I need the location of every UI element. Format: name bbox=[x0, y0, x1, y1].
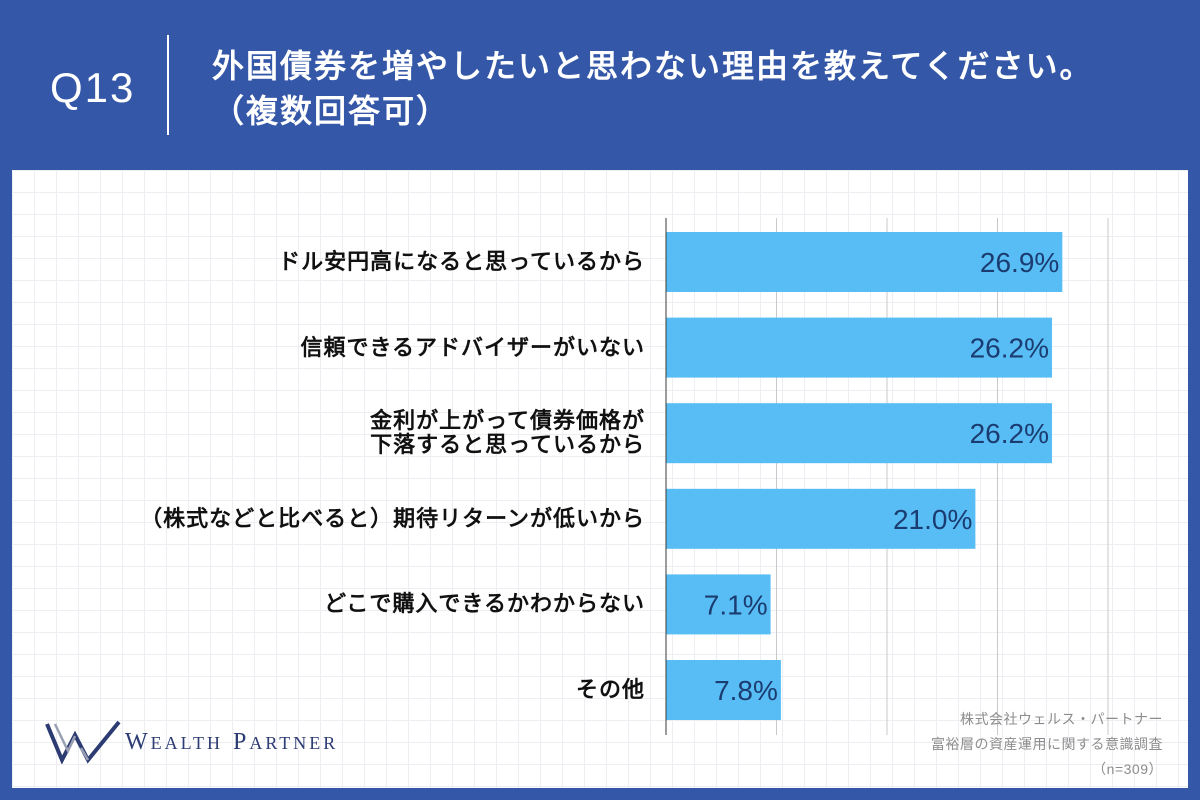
source-company: 株式会社ウェルス・パートナー bbox=[960, 711, 1163, 727]
sample-size: （n=309） bbox=[1092, 761, 1163, 777]
category-label: 金利が上がって債券価格が 下落すると思っているから bbox=[370, 408, 645, 458]
bar bbox=[666, 488, 976, 549]
bar-chart: 26.9% 26.2% 26.2% 21.0% 7.1% 7.8% bbox=[665, 218, 1109, 735]
data-label: 7.1% bbox=[704, 589, 768, 620]
source-note: 株式会社ウェルス・パートナー 富裕層の資産運用に関する意識調査 （n=309） bbox=[931, 707, 1163, 782]
data-label: 26.9% bbox=[980, 247, 1059, 278]
data-label: 21.0% bbox=[893, 504, 972, 535]
logo-wordmark: WEALTH PARTNER bbox=[125, 729, 338, 756]
logo-word: WEALTH bbox=[125, 728, 223, 755]
data-label: 7.8% bbox=[714, 675, 778, 706]
category-label: その他 bbox=[575, 677, 645, 702]
bar bbox=[666, 232, 1063, 292]
page-title: 外国債券を増やしたいと思わない理由を教えてください。 （複数回答可） bbox=[212, 44, 1093, 134]
source-survey: 富裕層の資産運用に関する意識調査 bbox=[931, 736, 1163, 752]
bar bbox=[666, 660, 781, 720]
bar bbox=[666, 317, 1053, 378]
bar bbox=[666, 574, 771, 635]
chart-panel: 26.9% 26.2% 26.2% 21.0% 7.1% 7.8% ドル安円高になると思っ… bbox=[12, 170, 1188, 788]
category-label: ドル安円高になると思っているから bbox=[278, 249, 645, 274]
w-logo-icon bbox=[45, 720, 121, 764]
company-logo: WEALTH PARTNER bbox=[45, 720, 338, 764]
title-line: 外国債券を増やしたいと思わない理由を教えてください。 bbox=[212, 48, 1094, 84]
data-label: 26.2% bbox=[970, 418, 1049, 449]
title-subline: （複数回答可） bbox=[212, 93, 451, 129]
logo-word: PARTNER bbox=[233, 728, 339, 755]
header-divider bbox=[167, 35, 169, 135]
category-label: （株式などと比べると）期待リターンが低いから bbox=[140, 505, 645, 531]
category-label: 信頼できるアドバイザーがいない bbox=[300, 334, 645, 360]
category-label: どこで購入できるかわからない bbox=[324, 591, 645, 617]
data-label: 26.2% bbox=[970, 333, 1049, 364]
bar bbox=[666, 403, 1053, 464]
question-number: Q13 bbox=[50, 64, 136, 111]
